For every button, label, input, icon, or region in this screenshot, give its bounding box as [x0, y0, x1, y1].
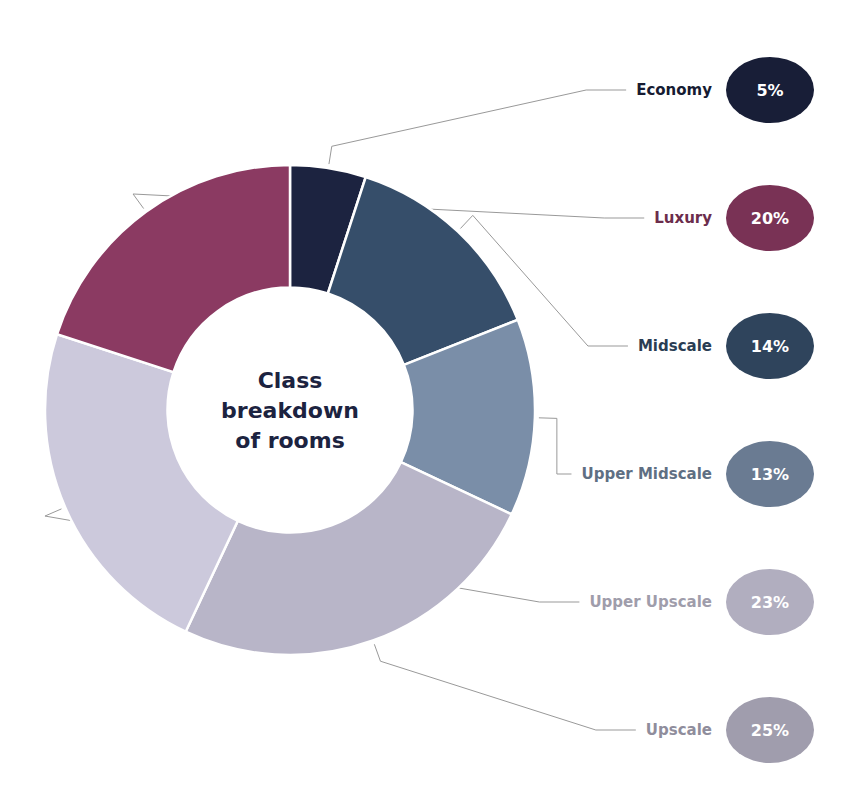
category-label: Midscale — [638, 337, 712, 355]
data-label: 20% — [751, 209, 789, 228]
connector — [539, 418, 572, 474]
data-label: 23% — [751, 593, 789, 612]
center-title-line: Class — [258, 368, 323, 393]
connector — [329, 90, 626, 164]
badge — [726, 185, 814, 251]
slice — [186, 462, 512, 655]
labels: Economy 5% Luxury 20% Midscale 14% Upper Midsc… — [581, 57, 814, 763]
donut: Class breakdown of rooms — [45, 165, 535, 655]
category-label: Upper Midscale — [581, 465, 712, 483]
connectors — [45, 90, 644, 730]
center-title-line: breakdown — [221, 398, 359, 423]
data-label: 13% — [751, 465, 789, 484]
slice — [45, 334, 238, 631]
category-label: Economy — [636, 81, 712, 99]
data-label: 5% — [756, 81, 783, 100]
connector — [374, 644, 635, 730]
center-title: Class breakdown of rooms — [221, 368, 359, 453]
center-title-line: of rooms — [235, 428, 344, 453]
category-label: Upscale — [646, 721, 712, 739]
chart: Class breakdown of rooms Economy 5% Luxury 20%… — [0, 0, 853, 806]
slice — [57, 165, 290, 372]
category-label: Upper Upscale — [589, 593, 712, 611]
data-label: 14% — [751, 337, 789, 356]
badge — [726, 57, 814, 123]
badge — [726, 569, 814, 635]
data-label: 25% — [751, 721, 789, 740]
badge — [726, 441, 814, 507]
badge — [726, 313, 814, 379]
category-label: Luxury — [654, 209, 712, 227]
badge — [726, 697, 814, 763]
